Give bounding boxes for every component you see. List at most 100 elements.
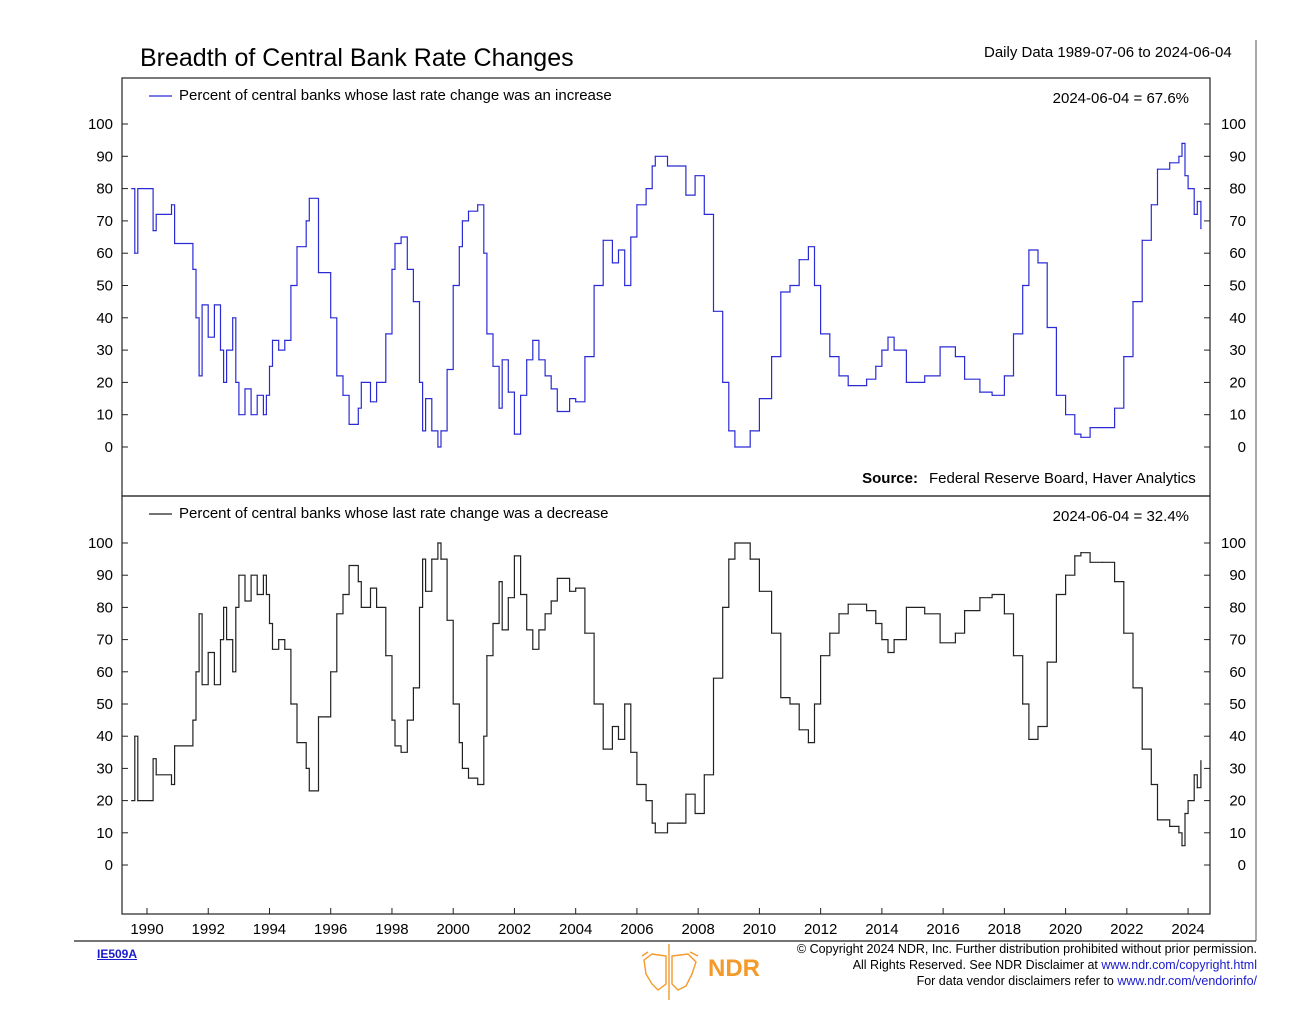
- data-point: [317, 271, 320, 274]
- x-tick-label: 2022: [1110, 921, 1143, 938]
- data-point: [250, 414, 252, 416]
- data-point: [400, 751, 402, 753]
- data-point: [881, 349, 883, 351]
- data-point: [905, 381, 907, 383]
- y-tick-label-right: 60: [1229, 664, 1246, 681]
- data-point: [327, 716, 329, 718]
- data-point: [617, 738, 620, 741]
- rights-prefix: All Rights Reserved. See NDR Disclaimer …: [852, 958, 1102, 972]
- data-point: [134, 252, 136, 254]
- data-point: [394, 745, 396, 747]
- data-point: [991, 394, 993, 396]
- data-point: [1101, 561, 1103, 563]
- data-point: [391, 719, 393, 721]
- date-range: Daily Data 1989-07-06 to 2024-06-04: [984, 44, 1232, 61]
- data-point: [1196, 787, 1198, 789]
- y-tick-label-right: 60: [1229, 245, 1246, 262]
- data-point: [412, 301, 414, 303]
- y-tick-label-left: 60: [96, 664, 113, 681]
- data-point: [483, 735, 485, 737]
- data-point: [584, 355, 586, 358]
- data-point: [305, 220, 307, 222]
- data-point: [807, 742, 809, 744]
- y-tick-label-right: 70: [1229, 632, 1246, 649]
- chart-code-link[interactable]: IE509A: [97, 947, 138, 961]
- data-point: [357, 407, 359, 409]
- data-point: [308, 790, 310, 792]
- data-point: [568, 590, 571, 592]
- data-point: [636, 783, 638, 786]
- y-tick-label-right: 30: [1229, 342, 1246, 359]
- y-tick-label-left: 70: [96, 213, 113, 230]
- data-point: [360, 381, 362, 383]
- data-point: [1196, 200, 1198, 203]
- y-tick-label-left: 0: [105, 439, 113, 456]
- data-point: [1150, 783, 1152, 786]
- panel-frame: [121, 495, 1211, 915]
- data-point: [391, 268, 393, 270]
- data-point: [666, 165, 669, 167]
- data-point: [244, 600, 246, 602]
- data-point: [538, 629, 540, 631]
- data-point: [734, 542, 736, 544]
- data-point: [507, 597, 509, 599]
- data-point: [654, 832, 656, 834]
- data-point: [201, 684, 203, 686]
- data-point: [446, 368, 448, 371]
- data-point: [483, 252, 485, 254]
- data-point: [954, 355, 956, 358]
- decrease-series-line: [131, 542, 1202, 847]
- copyright-link[interactable]: www.ndr.com/copyright.html: [1101, 958, 1257, 972]
- data-point: [532, 339, 534, 342]
- x-tick-label: 1996: [314, 921, 347, 938]
- data-point: [924, 375, 926, 377]
- data-point: [722, 381, 724, 383]
- data-point: [477, 783, 479, 786]
- data-point: [584, 632, 586, 634]
- data-point: [235, 606, 237, 609]
- data-point: [452, 284, 454, 287]
- data-point: [342, 394, 344, 396]
- data-point: [1080, 552, 1082, 554]
- data-point: [394, 242, 396, 245]
- vendor-link[interactable]: www.ndr.com/vendorinfo/: [1117, 974, 1257, 988]
- y-tick-label-right: 10: [1229, 407, 1246, 424]
- data-point: [602, 748, 604, 750]
- data-point: [317, 716, 320, 718]
- y-tick-label-right: 50: [1229, 696, 1246, 713]
- data-point: [550, 600, 552, 602]
- data-point: [155, 213, 157, 216]
- latest-value-annotation: 2024-06-04 = 67.6%: [1053, 90, 1189, 107]
- data-point: [728, 430, 730, 432]
- data-point: [758, 397, 761, 400]
- data-point: [137, 800, 139, 802]
- data-point: [685, 194, 687, 196]
- data-point: [789, 703, 791, 705]
- y-tick-label-left: 100: [88, 116, 113, 133]
- vendor-text: For data vendor disclaimers refer to www…: [917, 974, 1257, 988]
- data-point: [544, 375, 546, 377]
- x-tick-label: 2004: [559, 921, 592, 938]
- data-point: [1089, 427, 1091, 429]
- data-point: [651, 822, 653, 824]
- x-tick-label: 2000: [437, 921, 470, 938]
- data-point: [1022, 703, 1024, 705]
- data-point: [847, 603, 849, 605]
- data-point: [412, 687, 414, 689]
- data-point: [461, 220, 463, 222]
- data-point: [406, 268, 408, 270]
- data-point: [1028, 738, 1030, 741]
- data-point: [712, 310, 715, 312]
- ndr-logo: [640, 944, 700, 1000]
- data-point: [813, 703, 816, 705]
- data-point: [645, 188, 647, 190]
- data-point: [807, 246, 809, 248]
- source-label: Source:: [862, 470, 918, 487]
- data-point: [152, 229, 154, 232]
- data-point: [875, 365, 877, 367]
- data-point: [226, 639, 228, 641]
- x-tick-label: 1998: [375, 921, 408, 938]
- legend-label: Percent of central banks whose last rate…: [179, 505, 608, 522]
- data-point: [1028, 249, 1030, 251]
- data-point: [238, 574, 240, 576]
